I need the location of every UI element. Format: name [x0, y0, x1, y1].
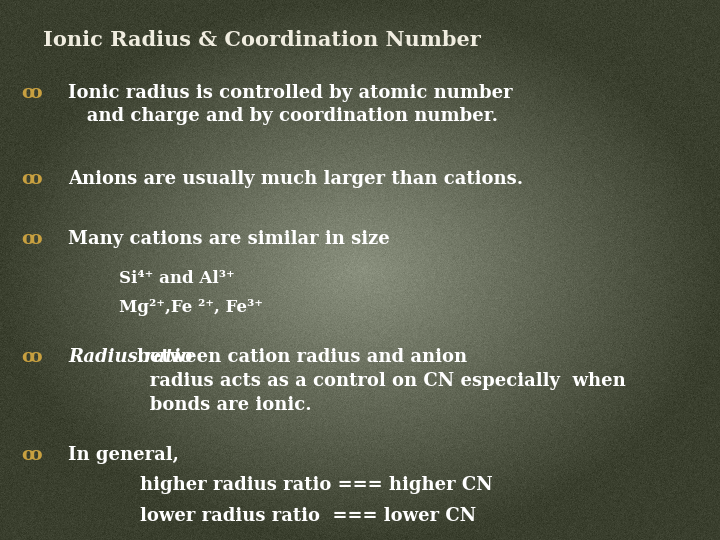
Text: Radius ratio: Radius ratio	[68, 348, 193, 366]
Text: ꝏ: ꝏ	[22, 170, 42, 188]
Text: Ionic radius is controlled by atomic number
   and charge and by coordination nu: Ionic radius is controlled by atomic num…	[68, 84, 513, 125]
Text: ꝏ: ꝏ	[22, 230, 42, 247]
Text: Si⁴⁺ and Al³⁺: Si⁴⁺ and Al³⁺	[119, 270, 235, 287]
Text: Mg²⁺,Fe ²⁺, Fe³⁺: Mg²⁺,Fe ²⁺, Fe³⁺	[119, 299, 263, 315]
Text: ꝏ: ꝏ	[22, 446, 42, 463]
Text: Many cations are similar in size: Many cations are similar in size	[68, 230, 390, 247]
Text: ꝏ: ꝏ	[22, 348, 42, 366]
Text: Anions are usually much larger than cations.: Anions are usually much larger than cati…	[68, 170, 523, 188]
Text: Ionic Radius & Coordination Number: Ionic Radius & Coordination Number	[43, 30, 481, 50]
Text: ꝏ: ꝏ	[22, 84, 42, 102]
Text: In general,: In general,	[68, 446, 179, 463]
Text: between cation radius and anion
   radius acts as a control on CN especially  wh: between cation radius and anion radius a…	[130, 348, 626, 414]
Text: higher radius ratio === higher CN: higher radius ratio === higher CN	[140, 476, 493, 494]
Text: lower radius ratio  === lower CN: lower radius ratio === lower CN	[140, 507, 477, 524]
